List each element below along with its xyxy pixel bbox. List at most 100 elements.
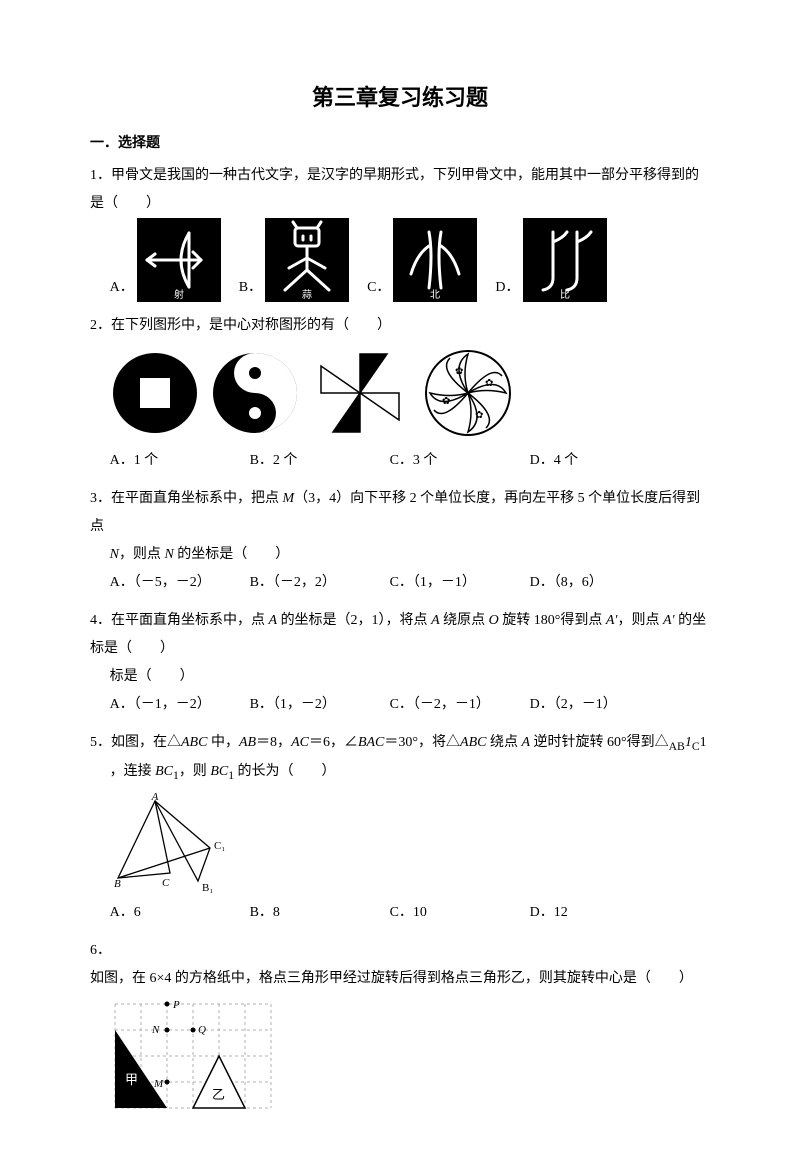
q5-t14: 1 bbox=[685, 735, 692, 750]
svg-text:C: C bbox=[162, 877, 170, 889]
svg-text:A: A bbox=[150, 793, 158, 803]
svg-text:Q: Q bbox=[198, 1024, 206, 1036]
q3-option-d: D．（8，6） bbox=[530, 569, 670, 597]
q5-num: 5． bbox=[90, 735, 111, 750]
question-3: 3．在平面直角坐标系中，把点 M（3，4）向下平移 2 个单位长度，再向左平移 … bbox=[90, 485, 710, 597]
svg-text:P: P bbox=[172, 999, 180, 1011]
q1-opt-c-label: C． bbox=[367, 274, 390, 302]
q2-option-c: C．3 个 bbox=[390, 447, 530, 475]
q5-option-b: B．8 bbox=[250, 899, 390, 927]
svg-text:✿: ✿ bbox=[485, 378, 493, 389]
q1-text: 甲骨文是我国的一种古代文字，是汉字的早期形式，下列甲骨文中，能用其中一部分平移得… bbox=[90, 168, 699, 211]
oracle-bone-b-icon: 蒜 bbox=[265, 218, 349, 302]
q2-option-b: B．2 个 bbox=[250, 447, 390, 475]
q3-option-a: A．（－5，－2） bbox=[110, 569, 250, 597]
q3-text-5: N bbox=[164, 547, 173, 562]
svg-text:C₁: C₁ bbox=[214, 840, 225, 852]
q5-t11: A bbox=[521, 735, 530, 750]
q5-t18: BC bbox=[155, 764, 173, 779]
question-2: 2．在下列图形中，是中心对称图形的有（ ） bbox=[90, 312, 710, 475]
q5-t13: AB bbox=[669, 740, 685, 753]
section-heading: 一．选择题 bbox=[90, 132, 710, 152]
q5-t1: ABC bbox=[181, 735, 207, 750]
q6-figure: P N Q M 甲 乙 bbox=[110, 999, 280, 1114]
q4-num: 4． bbox=[90, 613, 111, 628]
q3-text-0: 在平面直角坐标系中，把点 bbox=[111, 491, 283, 506]
q5-t4: ＝8， bbox=[256, 735, 291, 750]
q5-option-a: A．6 bbox=[110, 899, 250, 927]
q5-t5: AC bbox=[291, 735, 309, 750]
q5-t8: ＝30°，将△ bbox=[384, 735, 460, 750]
oracle-bone-a-icon: 射 bbox=[137, 218, 221, 302]
q6-text: 如图，在 6×4 的方格纸中，格点三角形甲经过旋转后得到格点三角形乙，则其旋转中… bbox=[90, 971, 693, 986]
q5-figure: A B C B₁ C₁ bbox=[110, 793, 250, 893]
q5-t16: 1 bbox=[700, 735, 707, 750]
q4-t9: A′ bbox=[663, 613, 675, 628]
svg-text:甲: 甲 bbox=[125, 1072, 138, 1087]
q3-text-4: ，则点 bbox=[119, 547, 165, 562]
q3-option-c: C．（1，－1） bbox=[390, 569, 530, 597]
q4-t3: A bbox=[431, 613, 440, 628]
svg-text:✿: ✿ bbox=[475, 410, 483, 421]
q4-option-d: D．（2，－1） bbox=[530, 691, 670, 719]
q4-option-a: A．（－1，－2） bbox=[110, 691, 250, 719]
q1-num: 1． bbox=[90, 168, 111, 183]
svg-text:比: 比 bbox=[560, 289, 570, 301]
q4-t4: 绕原点 bbox=[440, 613, 489, 628]
svg-text:北: 北 bbox=[430, 289, 440, 301]
q5-t12: 逆时针旋转 60°得到△ bbox=[530, 735, 669, 750]
q1-opt-b-label: B． bbox=[239, 274, 262, 302]
svg-text:N: N bbox=[151, 1024, 160, 1036]
oracle-bone-d-icon: 比 bbox=[523, 218, 607, 302]
q1-option-c: C． 北 bbox=[367, 218, 477, 302]
q4-option-b: B．（1，－2） bbox=[250, 691, 390, 719]
svg-text:B₁: B₁ bbox=[202, 882, 213, 893]
svg-text:乙: 乙 bbox=[212, 1087, 225, 1102]
q3-text-3: N bbox=[110, 547, 119, 562]
q1-option-d: D． 比 bbox=[495, 218, 606, 302]
question-1: 1．甲骨文是我国的一种古代文字，是汉字的早期形式，下列甲骨文中，能用其中一部分平… bbox=[90, 162, 710, 302]
svg-text:射: 射 bbox=[174, 289, 184, 301]
q5-t6: ＝6，∠ bbox=[309, 735, 358, 750]
q1-opt-a-label: A． bbox=[110, 274, 134, 302]
q5-t23: 的长为（ ） bbox=[234, 764, 336, 779]
q3-num: 3． bbox=[90, 491, 111, 506]
oracle-bone-c-icon: 北 bbox=[393, 218, 477, 302]
q4-t0: 在平面直角坐标系中，点 bbox=[111, 613, 269, 628]
q3-text-6: 的坐标是（ ） bbox=[174, 547, 290, 562]
svg-text:蒜: 蒜 bbox=[302, 289, 312, 301]
q5-t10: 绕点 bbox=[486, 735, 521, 750]
page-title: 第三章复习练习题 bbox=[90, 80, 710, 112]
q3-text-1: M bbox=[283, 491, 295, 506]
question-5: 5．如图，在△ABC 中，AB＝8，AC＝6，∠BAC＝30°，将△ABC 绕点… bbox=[90, 729, 710, 927]
q2-num: 2． bbox=[90, 318, 111, 333]
q2-figure-row: ✿ ✿ ✿ ✿ bbox=[110, 346, 530, 441]
q3-option-b: B．（－2，2） bbox=[250, 569, 390, 597]
q5-t0: 如图，在△ bbox=[111, 735, 181, 750]
q5-t21: BC bbox=[210, 764, 228, 779]
svg-text:✿: ✿ bbox=[455, 366, 463, 377]
q4-t1: A bbox=[269, 613, 278, 628]
q4-t7: A′ bbox=[606, 613, 618, 628]
question-6: 6． 如图，在 6×4 的方格纸中，格点三角形甲经过旋转后得到格点三角形乙，则其旋… bbox=[90, 937, 710, 1114]
svg-text:M: M bbox=[153, 1078, 164, 1090]
q2-option-d: D．4 个 bbox=[530, 447, 670, 475]
q4-t6: 旋转 180°得到点 bbox=[499, 613, 606, 628]
q5-t20: ，则 bbox=[179, 764, 211, 779]
q5-t7: BAC bbox=[358, 735, 384, 750]
q5-t9: ABC bbox=[460, 735, 486, 750]
q2-text: 在下列图形中，是中心对称图形的有（ ） bbox=[111, 318, 391, 333]
q4-t2: 的坐标是（2，1），将点 bbox=[277, 613, 431, 628]
question-4: 4．在平面直角坐标系中，点 A 的坐标是（2，1），将点 A 绕原点 O 旋转 … bbox=[90, 607, 710, 719]
q4-option-c: C．（－2，－1） bbox=[390, 691, 530, 719]
svg-text:B: B bbox=[114, 878, 121, 890]
q5-t15: C bbox=[692, 740, 700, 753]
svg-text:✿: ✿ bbox=[442, 396, 450, 407]
q5-t3: AB bbox=[239, 735, 256, 750]
q5-t17: ，连接 bbox=[110, 764, 156, 779]
q5-t2: 中， bbox=[207, 735, 239, 750]
q1-option-b: B． bbox=[239, 218, 349, 302]
q2-option-a: A．1 个 bbox=[110, 447, 250, 475]
q6-num: 6． bbox=[90, 943, 111, 958]
q1-opt-d-label: D． bbox=[495, 274, 519, 302]
